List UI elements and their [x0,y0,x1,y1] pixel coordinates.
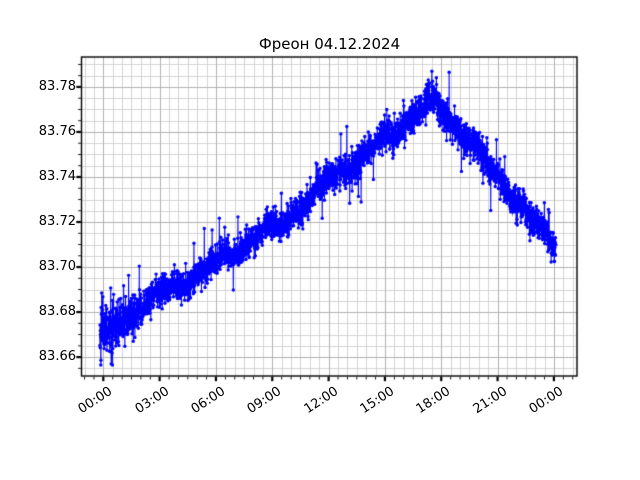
chart-title: Фреон 04.12.2024 [258,35,401,53]
y-tick-label: 83.76 [38,124,76,139]
status-bar: Last 83.71 Mean(10) 83.71 Max 83.79 Min … [0,428,640,462]
y-tick-label: 83.70 [38,259,76,274]
y-tick-label: 83.72 [38,214,76,229]
y-tick-label: 83.66 [38,349,76,364]
y-tick-label: 83.74 [38,169,76,184]
y-tick-label: 83.78 [38,79,76,94]
y-tick-label: 83.68 [38,304,76,319]
